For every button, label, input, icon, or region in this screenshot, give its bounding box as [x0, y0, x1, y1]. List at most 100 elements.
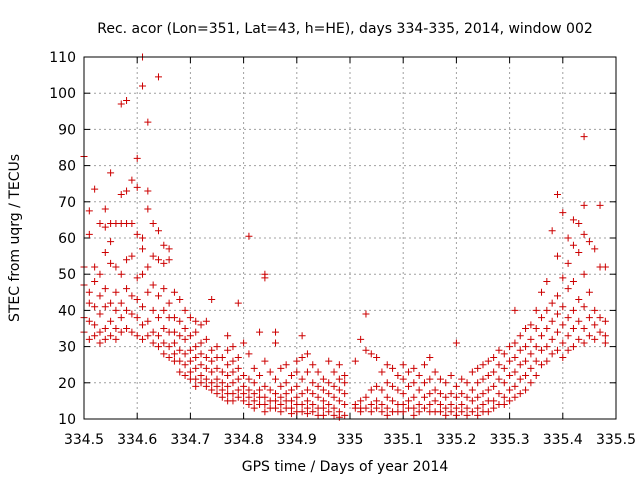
data-point [335, 361, 343, 369]
data-point [277, 408, 285, 416]
data-point [543, 357, 551, 365]
data-point [575, 248, 583, 256]
data-point [447, 390, 455, 398]
data-point [490, 353, 498, 361]
data-point [362, 346, 370, 354]
data-point [208, 296, 216, 304]
data-point [447, 372, 455, 380]
data-point [96, 310, 104, 318]
data-point [128, 220, 136, 228]
data-point [522, 357, 530, 365]
data-point [101, 285, 109, 293]
data-point [415, 372, 423, 380]
data-point [202, 382, 210, 390]
data-point [543, 343, 551, 351]
data-point [250, 397, 258, 405]
data-point [314, 393, 322, 401]
data-point [458, 401, 466, 409]
data-point [181, 325, 189, 332]
data-point [202, 353, 210, 361]
data-point [373, 404, 381, 412]
data-point [559, 303, 567, 311]
data-point [389, 382, 397, 390]
data-point [373, 382, 381, 390]
data-point [383, 379, 391, 387]
data-point [330, 382, 338, 390]
data-point [474, 393, 482, 401]
data-point [165, 299, 173, 307]
data-point [192, 364, 200, 372]
data-point [463, 411, 471, 419]
data-point [85, 335, 93, 343]
data-point [601, 263, 609, 271]
data-point [569, 306, 577, 314]
data-point [224, 382, 232, 390]
data-point [218, 368, 226, 376]
data-point [192, 375, 200, 383]
data-point [293, 357, 301, 365]
data-point [282, 390, 290, 398]
y-tick-label: 50 [58, 267, 76, 283]
data-point [197, 379, 205, 387]
data-point [165, 353, 173, 361]
data-point [463, 404, 471, 412]
data-point [218, 386, 226, 394]
data-point [149, 252, 157, 260]
data-point [522, 372, 530, 380]
data-point [218, 353, 226, 361]
data-point [511, 368, 519, 376]
data-point [197, 339, 205, 347]
data-point [585, 314, 593, 322]
data-point [91, 185, 99, 193]
data-point [117, 328, 125, 336]
x-axis-ticks: 334.5 334.6 334.7 334.8 334.9 335 335.1 335.2 33… [64, 57, 636, 448]
data-point [516, 361, 524, 369]
data-point [410, 411, 418, 419]
data-point [197, 321, 205, 329]
data-point [564, 332, 572, 340]
x-tick-label: 335.1 [383, 432, 423, 448]
data-point [330, 368, 338, 376]
data-point [490, 404, 498, 412]
data-point [500, 401, 508, 409]
data-point [218, 379, 226, 387]
data-point [298, 375, 306, 383]
data-point [202, 317, 210, 325]
data-point [325, 401, 333, 409]
data-point [96, 339, 104, 347]
data-point [181, 372, 189, 380]
data-point [192, 317, 200, 325]
data-point [117, 100, 125, 108]
x-tick-label: 334.8 [224, 432, 264, 448]
y-tick-label: 70 [58, 195, 76, 211]
data-point [298, 408, 306, 416]
data-point [458, 390, 466, 398]
data-point [319, 404, 327, 412]
data-point [447, 408, 455, 416]
data-point [144, 263, 152, 271]
data-point [112, 288, 120, 296]
data-point [378, 386, 386, 394]
data-point [245, 393, 253, 401]
data-point [426, 390, 434, 398]
y-tick-label: 110 [49, 50, 76, 66]
data-point [107, 332, 115, 340]
data-point [107, 238, 115, 246]
data-point [186, 357, 194, 365]
data-point [176, 296, 184, 304]
data-point [564, 285, 572, 293]
data-point [261, 382, 269, 390]
data-point [139, 270, 147, 278]
data-point [399, 361, 407, 369]
y-axis-label: STEC from uqrg / TECUs [7, 154, 23, 322]
data-point [511, 393, 519, 401]
data-point [202, 375, 210, 383]
data-point [569, 343, 577, 351]
data-point [516, 346, 524, 354]
data-point [516, 375, 524, 383]
data-point [208, 386, 216, 394]
data-point [575, 220, 583, 228]
data-point [303, 368, 311, 376]
data-point [250, 364, 258, 372]
data-point [442, 379, 450, 387]
